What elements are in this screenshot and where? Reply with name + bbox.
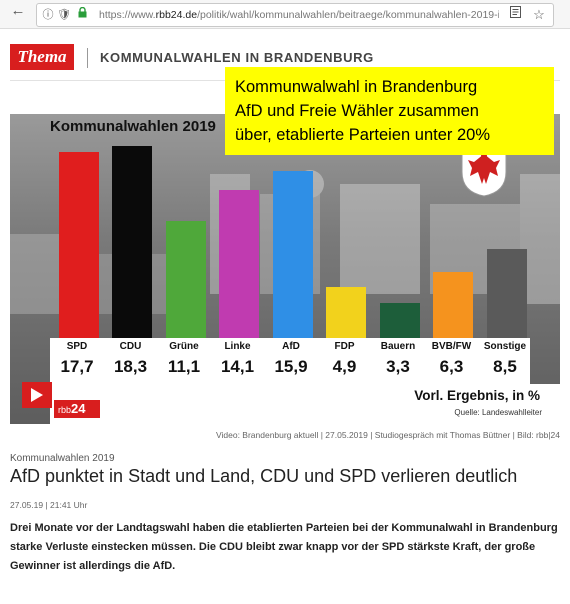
header-divider bbox=[87, 48, 88, 68]
category-label: FDP bbox=[334, 341, 355, 352]
thema-badge[interactable]: Thema bbox=[10, 44, 74, 70]
callout-line-1: Kommunwalwahl in Brandenburg bbox=[235, 78, 478, 96]
category-label: AfD bbox=[282, 341, 300, 352]
address-bar[interactable]: ⓘ 🛡 https://www.rbb24.de/politik/wahl/ko… bbox=[36, 3, 554, 27]
value-label: 15,9 bbox=[274, 357, 308, 376]
chart-source: Quelle: Landeswahlleiter bbox=[454, 408, 542, 417]
rbb24-logo: rbb24 bbox=[54, 400, 100, 418]
article-date: 27.05.19 | 21:41 Uhr bbox=[10, 500, 88, 510]
value-label: 14,1 bbox=[220, 357, 255, 376]
reader-view-icon[interactable] bbox=[507, 4, 523, 26]
article-kicker: Kommunalwahlen 2019 bbox=[10, 453, 115, 464]
category-label: Bauern bbox=[380, 341, 416, 352]
article-lead: Drei Monate vor der Landtagswahl haben d… bbox=[10, 522, 558, 572]
bookmark-star-icon[interactable]: ☆ bbox=[533, 7, 545, 22]
category-label: Grüne bbox=[169, 341, 199, 352]
bar-cdu bbox=[112, 145, 153, 338]
back-arrow-icon[interactable]: ← bbox=[10, 2, 26, 19]
callout-line-2: AfD und Freie Wähler zusammen bbox=[235, 102, 479, 120]
value-label: 8,5 bbox=[493, 357, 517, 376]
bar-plot bbox=[10, 114, 560, 338]
category-label: CDU bbox=[119, 341, 142, 352]
bar-spd bbox=[58, 152, 99, 338]
info-icon[interactable]: ⓘ bbox=[42, 9, 54, 21]
value-label: 11,1 bbox=[167, 357, 201, 376]
category-label: BVB/FW bbox=[431, 341, 472, 352]
value-label: 3,3 bbox=[386, 357, 410, 376]
value-label: 17,7 bbox=[60, 357, 94, 376]
url-text[interactable]: https://www.rbb24.de/politik/wahl/kommun… bbox=[99, 9, 499, 21]
chart-footer-title: Vorl. Ergebnis, in % bbox=[414, 388, 540, 403]
chart-footer: Vorl. Ergebnis, in % Quelle: Landeswahll… bbox=[50, 384, 560, 424]
value-label: 6,3 bbox=[439, 357, 464, 376]
value-label: 4,9 bbox=[332, 357, 357, 376]
value-label: 18,3 bbox=[113, 357, 148, 376]
callout-line-3: über, etablierte Parteien unter 20% bbox=[235, 126, 491, 144]
bar-afd bbox=[272, 171, 313, 338]
bar-bvb-fw bbox=[433, 271, 474, 338]
chart-label-strip: SPD 17,7 CDU 18,3 Grüne 11,1 Linke 14,1 AfD 15,9 F… bbox=[50, 338, 530, 384]
bar-fdp bbox=[326, 286, 367, 338]
shield-icon[interactable]: 🛡 bbox=[57, 9, 71, 21]
category-label: Sonstige bbox=[483, 341, 527, 352]
bar-linke bbox=[219, 189, 260, 338]
play-button[interactable] bbox=[22, 382, 52, 408]
chart-title: Kommunalwahlen 2019 bbox=[50, 118, 216, 135]
bar-bauern bbox=[379, 303, 420, 338]
annotation-callout: Kommunwalwahl in Brandenburg AfD und Fre… bbox=[225, 67, 554, 155]
bar-sonstige bbox=[486, 248, 527, 338]
category-label: SPD bbox=[66, 341, 88, 352]
play-icon bbox=[31, 388, 43, 402]
video-player[interactable]: Kommunalwahlen 2019 SPD 17,7 CDU 18,3 Grüne 1… bbox=[10, 114, 560, 424]
video-caption: Video: Brandenburg aktuell | 27.05.2019 … bbox=[215, 430, 560, 440]
category-label: Linke bbox=[224, 341, 251, 352]
section-title[interactable]: KOMMUNALWAHLEN IN BRANDENBURG bbox=[100, 50, 374, 65]
article-headline: AfD punktet in Stadt und Land, CDU und S… bbox=[10, 466, 518, 486]
lock-icon bbox=[75, 4, 89, 26]
browser-toolbar: ← ⓘ 🛡 https://www.rbb24.de/politik/wahl/… bbox=[0, 0, 570, 29]
bar-gr-ne bbox=[165, 221, 206, 338]
